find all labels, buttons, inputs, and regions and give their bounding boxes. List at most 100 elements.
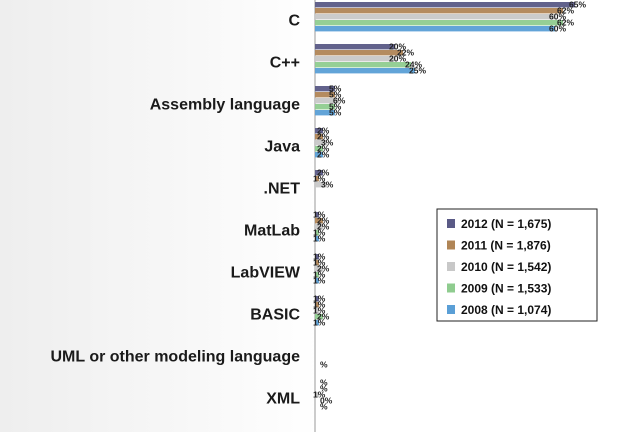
bar xyxy=(315,218,323,224)
bar xyxy=(315,62,411,68)
data-label: 20% xyxy=(389,54,406,64)
bar xyxy=(315,314,323,320)
data-label: 1% xyxy=(313,276,326,286)
bar xyxy=(315,8,563,14)
bar xyxy=(315,308,319,314)
data-label: 60% xyxy=(549,12,566,22)
legend-swatch xyxy=(447,283,455,293)
data-label: 1% xyxy=(313,258,326,268)
data-label: % xyxy=(320,378,328,388)
category-label: .NET xyxy=(264,181,301,198)
data-label: 2% xyxy=(317,150,330,160)
bar xyxy=(315,170,323,176)
bar xyxy=(315,86,335,92)
bar xyxy=(315,230,319,236)
legend-entry: 2011 (N = 1,876) xyxy=(461,239,551,253)
bar xyxy=(315,14,555,20)
bar xyxy=(315,224,323,230)
category-group: C65%62%60%62%60% xyxy=(288,0,586,34)
bar xyxy=(315,272,319,278)
category-label: C++ xyxy=(270,55,300,72)
data-label: 3% xyxy=(321,138,334,148)
category-group: .NET 2%1%3% xyxy=(264,168,334,198)
data-label: 1% xyxy=(313,294,326,304)
bar xyxy=(315,104,335,110)
legend-swatch xyxy=(447,305,455,314)
data-label: 62% xyxy=(557,6,574,16)
bar xyxy=(315,182,327,188)
category-group: UML or other modeling language% xyxy=(51,349,329,370)
data-label: 2% xyxy=(317,132,330,142)
data-label: 0% xyxy=(320,396,333,406)
category-group: C++20%22%20%24%25% xyxy=(270,42,427,76)
legend-entry: 2010 (N = 1,542) xyxy=(461,260,551,274)
bar xyxy=(315,146,323,152)
bar xyxy=(315,98,339,104)
bar xyxy=(315,320,319,326)
category-label: BASIC xyxy=(250,307,300,324)
category-label: UML or other modeling language xyxy=(51,349,301,366)
data-label: 5% xyxy=(329,108,342,118)
data-label: % xyxy=(320,360,328,370)
bar xyxy=(315,50,403,56)
data-label: 24% xyxy=(405,60,422,70)
bar xyxy=(315,68,415,74)
category-label: Java xyxy=(264,139,300,156)
bar xyxy=(315,128,323,134)
legend-swatch xyxy=(447,219,455,228)
legend-entry: 2012 (N = 1,675) xyxy=(461,217,551,231)
data-label: 1% xyxy=(313,174,326,184)
category-label: Assembly language xyxy=(150,97,300,114)
data-label: 1% xyxy=(313,252,326,262)
category-label: XML xyxy=(266,391,300,408)
bar xyxy=(315,110,335,116)
data-label: 1% xyxy=(313,270,326,280)
legend-swatch xyxy=(447,262,455,271)
category-label: LabVIEW xyxy=(231,265,301,282)
bar xyxy=(315,296,319,302)
data-label: 22% xyxy=(397,48,414,58)
bar xyxy=(315,212,319,218)
bar xyxy=(315,92,335,98)
bar xyxy=(315,266,323,272)
bar xyxy=(315,152,323,158)
data-label: 2% xyxy=(317,222,330,232)
bar xyxy=(315,44,395,50)
data-label: 1% xyxy=(313,210,326,220)
data-label: 1% xyxy=(313,390,326,400)
data-label: 2% xyxy=(317,144,330,154)
data-label: % xyxy=(320,402,328,412)
data-label: 5% xyxy=(329,90,342,100)
data-label: 2% xyxy=(317,312,330,322)
data-label: 1% xyxy=(313,306,326,316)
data-label: 25% xyxy=(409,66,426,76)
bar xyxy=(315,26,555,32)
data-label: 1% xyxy=(313,228,326,238)
data-label: 1% xyxy=(313,300,326,310)
legend-entry: 2008 (N = 1,074) xyxy=(461,303,551,317)
data-label: 6% xyxy=(333,96,346,106)
category-group: XML%%1%0%% xyxy=(266,378,333,412)
data-label: 2% xyxy=(317,264,330,274)
legend: 2012 (N = 1,675) 2011 (N = 1,876) 2010 (N … xyxy=(436,208,598,322)
bar xyxy=(315,260,319,266)
bar xyxy=(315,254,319,260)
bar xyxy=(315,20,563,26)
category-label: C xyxy=(288,13,300,30)
bar xyxy=(315,176,319,182)
bar xyxy=(315,2,575,8)
data-label: 65% xyxy=(569,0,586,10)
data-label: 2% xyxy=(317,168,330,178)
data-label: 20% xyxy=(389,42,406,52)
data-label: 5% xyxy=(329,102,342,112)
data-label: 1% xyxy=(313,318,326,328)
bar xyxy=(315,302,319,308)
bar xyxy=(315,56,395,62)
